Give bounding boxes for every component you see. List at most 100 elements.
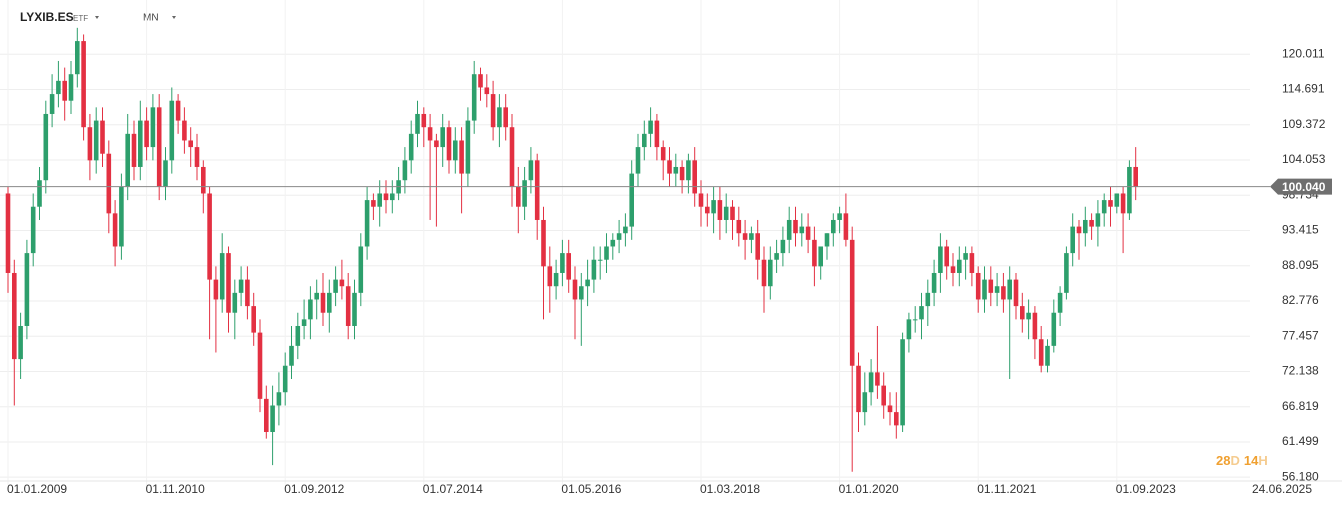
candle-body [730,206,735,220]
candle-body [112,213,118,247]
current-price-label: 100.040 [1282,180,1326,194]
candle-body [698,193,704,207]
candle-body [988,279,994,293]
candle-body [1038,339,1044,366]
candle-body [314,292,319,300]
candle-body [1114,193,1120,207]
candle-body [938,246,943,273]
candle-body [282,365,288,393]
candle-body [264,398,269,432]
candle-body [301,319,307,326]
symbol[interactable]: LYXIB.ES [20,10,74,24]
candle-body [333,279,338,293]
y-tick-label: 114.691 [1282,82,1325,96]
candle-body [68,74,74,101]
candle-body [1108,200,1113,207]
candle-body [805,226,811,240]
candle-body [402,160,408,181]
candle-body [327,292,332,313]
candle-body [62,80,67,101]
candle-body [18,325,23,360]
candle-body [453,140,458,161]
candle-body [270,405,275,432]
candle-body [1032,312,1038,340]
candle-body [156,107,162,187]
candle-body [182,120,187,141]
y-tick-label: 72.138 [1282,364,1319,378]
countdown-part: 14 [1244,453,1259,468]
candle-body [308,299,313,320]
candle-body [119,186,124,247]
candle-body [49,94,55,114]
y-tick-label: 66.819 [1282,399,1319,413]
candle-body [642,133,647,148]
candle-body [925,292,931,307]
candle-body [490,94,496,128]
candle-body [818,246,823,267]
candle-body [339,279,345,287]
candle-body [849,239,855,366]
candle-body [887,405,893,413]
candle-body [245,279,250,307]
candle-body [383,193,389,201]
candle-body [900,339,905,426]
x-tick-label: 01.11.2010 [146,482,205,496]
candle-body [509,127,515,187]
candle-body [755,233,760,260]
candle-body [163,160,168,187]
candle-body [1051,312,1057,346]
candle-body [547,266,553,287]
candle-body [516,186,521,207]
interval[interactable]: MN [143,13,159,24]
candle-body [125,133,130,187]
candle-body [579,286,584,300]
candle-body [364,200,370,247]
candle-body [415,113,420,134]
dropdown-arrow[interactable] [95,16,99,19]
candle-body [837,213,842,220]
candle-body [446,127,452,161]
candle-body [616,233,622,240]
candle-body [1127,166,1132,214]
candle-body [761,259,767,287]
candle-body [5,193,11,273]
candle-body [421,113,427,128]
candle-body [931,272,937,293]
candle-body [705,206,710,214]
candle-body [56,80,61,95]
dropdown-arrow[interactable] [172,16,176,19]
candle-body [862,392,868,413]
x-tick-label: 01.01.2020 [839,482,899,496]
candle-body [1076,226,1082,234]
candle-body [503,107,508,128]
countdown-part: H [1258,453,1267,468]
candle-body [875,372,880,386]
candle-body [711,200,716,214]
kind: ETF [73,14,88,23]
candle-body [591,259,597,280]
candle-body [597,259,603,261]
candle-body [528,160,534,181]
candle-body [219,253,225,300]
candle-body [12,272,17,360]
candle-body [1133,166,1138,187]
candle-body [1089,219,1094,227]
y-tick-label: 93.415 [1282,223,1319,237]
candle-body [37,180,42,207]
candle-body [144,120,149,148]
candle-body [799,226,805,234]
candle-body [604,246,609,260]
candle-body [894,412,899,426]
y-tick-label: 88.095 [1282,258,1319,272]
candle-body [257,332,263,399]
candle-body [686,160,691,181]
x-tick-label: 01.09.2023 [1116,482,1176,496]
candle-body [912,319,918,321]
candle-body [24,253,30,326]
candle-body [585,279,590,287]
candle-body [1120,193,1126,214]
candle-body [692,160,697,194]
x-tick-label: 01.09.2012 [284,482,344,496]
candle-body [238,279,244,293]
